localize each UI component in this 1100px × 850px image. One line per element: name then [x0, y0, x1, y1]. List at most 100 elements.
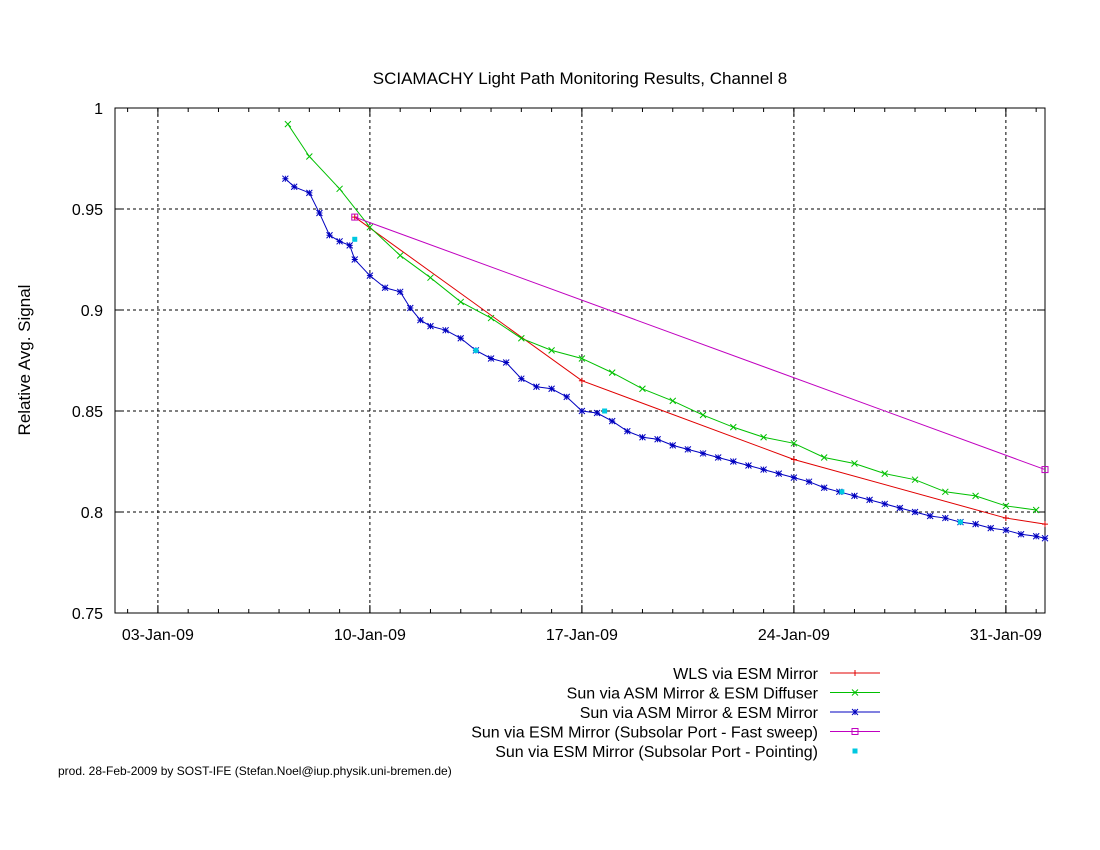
data-point [1002, 526, 1010, 534]
series-line [285, 178, 1046, 539]
data-point [427, 322, 434, 330]
y-axis-label: Relative Avg. Signal [15, 285, 34, 436]
data-point [326, 231, 333, 239]
data-point [316, 209, 323, 217]
data-point [881, 500, 889, 508]
data-point [473, 347, 479, 353]
plot-area-frame [114, 107, 1046, 614]
x-tick-label: 10-Jan-09 [334, 627, 406, 644]
data-point [941, 488, 949, 496]
data-point [305, 189, 313, 197]
data-point [517, 334, 525, 342]
data-point [1032, 506, 1040, 514]
series-line [287, 123, 1037, 511]
data-point [941, 514, 949, 522]
data-point [578, 355, 586, 362]
data-point [805, 478, 813, 486]
data-point [336, 237, 343, 245]
data-point [602, 408, 608, 414]
legend-swatch-marker [851, 689, 859, 696]
data-point [442, 326, 449, 334]
data-point [684, 446, 692, 453]
data-point [457, 334, 465, 342]
data-point [381, 284, 389, 292]
data-point [336, 185, 343, 193]
y-tick-label: 0.95 [72, 202, 103, 219]
data-point [926, 512, 934, 520]
y-tick-label: 0.9 [81, 303, 103, 320]
data-point [896, 504, 904, 512]
data-point [669, 441, 677, 449]
y-tick-label: 1 [94, 101, 103, 118]
ticks-layer: 0.75 0.8 0.85 0.9 0.95 1 03-Jan-09 10-Jan-09 17-… [72, 101, 1045, 644]
data-point [502, 359, 510, 366]
data-point [972, 492, 979, 500]
series-layer [281, 120, 1049, 542]
data-point [396, 252, 404, 259]
legend-entry: WLS via ESM Mirror [673, 666, 880, 683]
data-point [851, 492, 858, 500]
data-point [639, 433, 646, 441]
x-tick-label: 31-Jan-09 [970, 627, 1042, 644]
data-point [487, 314, 495, 322]
data-point [839, 489, 845, 495]
data-point [881, 470, 889, 477]
data-point [593, 409, 601, 417]
data-point [911, 508, 919, 516]
data-point [351, 213, 359, 221]
legend-swatch-marker [852, 748, 858, 754]
series-4 [351, 213, 1049, 474]
data-point [366, 272, 374, 280]
data-point [775, 470, 783, 477]
legend-entry: Sun via ESM Mirror (Subsolar Port - Fast… [471, 725, 880, 742]
data-point [1002, 515, 1009, 522]
data-point [457, 298, 465, 306]
data-point [820, 484, 828, 492]
data-point [608, 417, 616, 425]
y-tick-label: 0.75 [72, 606, 103, 623]
data-point [987, 524, 995, 532]
legend: WLS via ESM Mirror Sun via ASM Mirror & E… [471, 666, 880, 761]
x-tick-label: 03-Jan-09 [122, 627, 194, 644]
data-point [1042, 521, 1048, 528]
data-point [911, 476, 919, 484]
data-point [1041, 534, 1049, 542]
data-point [1002, 502, 1010, 510]
data-point [563, 393, 571, 401]
y-tick-label: 0.8 [81, 505, 103, 522]
data-point [548, 347, 555, 354]
data-point [284, 120, 292, 128]
data-point [533, 383, 540, 391]
data-point [417, 316, 424, 324]
series-3 [281, 175, 1049, 542]
data-point [699, 450, 707, 457]
data-point [396, 288, 404, 296]
data-point [790, 439, 798, 447]
series-5 [352, 236, 963, 525]
data-point [281, 175, 289, 183]
legend-label: WLS via ESM Mirror [673, 666, 819, 683]
data-point [866, 496, 873, 504]
data-point [820, 454, 828, 461]
production-credit: prod. 28-Feb-2009 by SOST-IFE (Stefan.No… [58, 764, 452, 778]
legend-swatch-marker [851, 708, 859, 716]
data-point [1032, 532, 1040, 540]
legend-swatch-marker [852, 670, 858, 676]
series-line [354, 216, 1046, 525]
data-point [517, 375, 525, 383]
data-point [669, 397, 677, 405]
legend-entry: Sun via ASM Mirror & ESM Diffuser [567, 686, 880, 703]
series-2 [284, 120, 1040, 514]
data-point [729, 423, 737, 431]
data-point [851, 460, 858, 467]
legend-label: Sun via ESM Mirror (Subsolar Port - Fast… [471, 725, 818, 742]
data-point [608, 369, 616, 376]
data-point [745, 462, 752, 469]
data-point [729, 458, 737, 465]
data-point [366, 223, 374, 231]
data-point [578, 407, 586, 415]
x-tick-label: 17-Jan-09 [546, 627, 618, 644]
data-point [835, 488, 843, 496]
data-point [346, 242, 354, 249]
data-point [699, 411, 707, 419]
